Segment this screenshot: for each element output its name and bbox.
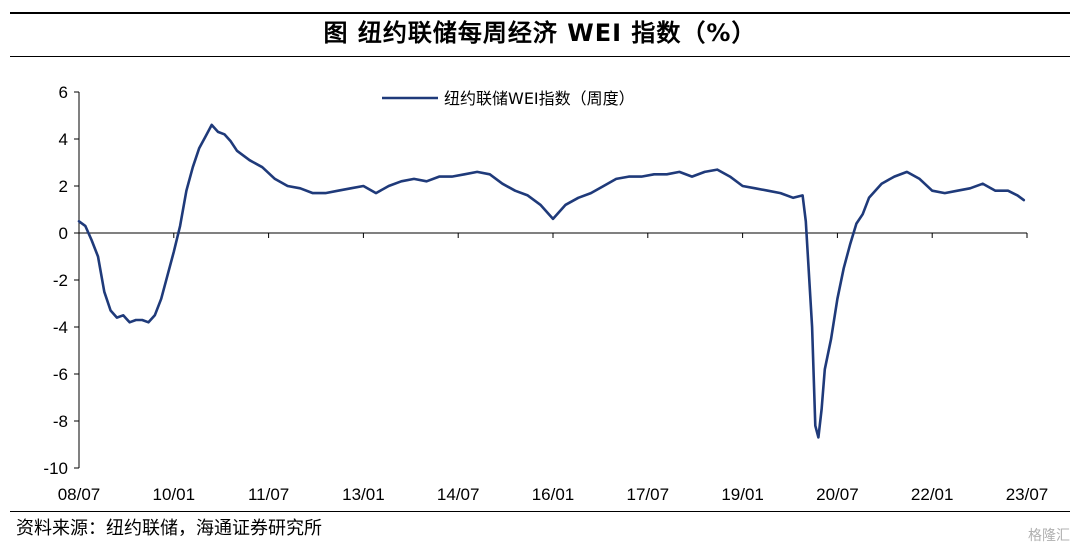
x-tick-label: 20/07	[816, 485, 859, 504]
watermark-logo: 格隆汇	[1028, 528, 1070, 544]
y-tick-label: -8	[53, 412, 68, 431]
x-tick-label: 10/01	[153, 485, 196, 504]
x-tick-label: 11/07	[248, 485, 289, 504]
legend: 纽约联储WEI指数（周度）	[382, 89, 635, 108]
y-tick-label: -10	[43, 459, 68, 478]
y-tick-label: 2	[59, 177, 68, 196]
y-tick-label: 0	[59, 224, 68, 243]
bottom-divider	[10, 511, 1070, 512]
y-tick-label: -2	[53, 271, 68, 290]
y-tick-label: 6	[59, 83, 68, 102]
series-line-0	[77, 123, 1026, 439]
x-tick-label: 23/07	[1006, 485, 1049, 504]
chart-axes	[78, 92, 1027, 468]
source-note: 资料来源：纽约联储，海通证券研究所	[16, 518, 322, 539]
legend-label: 纽约联储WEI指数（周度）	[444, 89, 635, 108]
y-tick-label: 4	[59, 130, 68, 149]
x-tick-label: 16/01	[532, 485, 575, 504]
top-border-rule	[10, 12, 1070, 14]
y-tick-label: -6	[53, 365, 68, 384]
y-axis-ticks: 6 4 2 0 -2 -4 -6 -8 -10	[43, 83, 79, 478]
x-tick-label: 08/07	[58, 485, 101, 504]
x-tick-label: 22/01	[911, 485, 954, 504]
x-tick-label: 13/01	[342, 485, 385, 504]
plot-area	[77, 123, 1026, 439]
x-axis-ticks: 08/07 10/01 11/07 13/01 14/07 16/01 17/07 19/01…	[58, 233, 1049, 504]
chart-title: 图 纽约联储每周经济 WEI 指数（%）	[323, 19, 757, 47]
title-divider	[10, 56, 1070, 57]
x-tick-label: 14/07	[437, 485, 480, 504]
x-tick-label: 19/01	[721, 485, 764, 504]
x-tick-label: 17/07	[627, 485, 670, 504]
y-tick-label: -4	[53, 318, 68, 337]
